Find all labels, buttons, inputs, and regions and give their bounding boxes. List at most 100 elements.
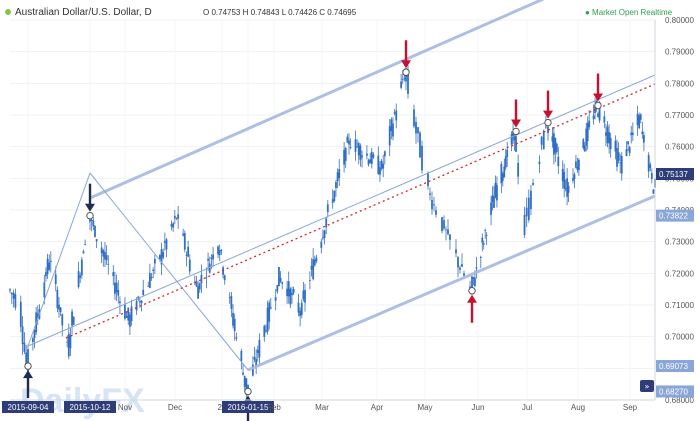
candle-body [555, 144, 558, 152]
candle-body [92, 220, 95, 227]
candle-body [400, 81, 403, 88]
candle-body [532, 183, 534, 185]
candle-body [90, 219, 93, 222]
candle-body [77, 271, 80, 287]
candle-body [297, 302, 300, 313]
candle-body [563, 171, 566, 189]
y-tick-label: 0.73000 [665, 238, 694, 247]
candle-body [9, 289, 11, 291]
candle-body [490, 202, 492, 215]
candle-body [525, 207, 528, 217]
candle-body [576, 167, 579, 170]
candle-body [58, 304, 60, 310]
price-tag-label: 0.73822 [659, 212, 688, 221]
candle-body [500, 163, 503, 184]
candle-body [367, 159, 370, 165]
y-tick-label: 0.77000 [665, 111, 694, 120]
candle-body [300, 302, 303, 315]
x-tick-label: Dec [168, 403, 182, 412]
x-axis[interactable]: 2015-09-042015-10-12NovDec202016-01-15Fe… [2, 401, 638, 413]
candle-body [54, 274, 57, 285]
candle-body [619, 162, 622, 164]
key-point-markers [23, 40, 603, 421]
candle-body [308, 280, 311, 281]
candle-body [650, 173, 653, 179]
candle-body [255, 359, 258, 367]
candle-body [125, 315, 128, 318]
candle-body [33, 330, 36, 338]
candle-body [165, 239, 168, 250]
candle-body [80, 259, 83, 276]
candle-body [230, 295, 233, 309]
candle-body [95, 239, 98, 242]
candle-body [265, 330, 267, 332]
candle-body [173, 215, 176, 219]
candle-body [566, 178, 569, 197]
candle-body [335, 182, 337, 189]
candle-body [23, 342, 26, 352]
candle-body [27, 349, 29, 373]
candle-body [56, 289, 59, 309]
candle-body [217, 246, 219, 255]
candle-body [551, 136, 554, 142]
candle-body [583, 145, 586, 152]
candle-body [631, 132, 634, 136]
candle-body [417, 127, 419, 134]
candle-body [401, 79, 404, 80]
market-status: ● Market Open Realtime [585, 8, 673, 17]
candle-body [220, 249, 223, 251]
chart-settings-button[interactable]: » [640, 380, 654, 392]
candle-body [177, 214, 180, 219]
arrow-down-icon [543, 110, 553, 119]
candle-body [421, 145, 423, 171]
candle-body [379, 167, 381, 175]
key-point [23, 362, 33, 399]
candle-body [359, 145, 362, 160]
candle-body [484, 230, 487, 231]
candle-body [117, 290, 120, 296]
candle-body [605, 132, 607, 136]
candle-body [393, 112, 396, 114]
x-tick-label: Nov [118, 403, 132, 412]
key-point [593, 73, 603, 110]
price-tag [656, 360, 694, 373]
candle-body [148, 273, 151, 288]
candle-body [253, 357, 256, 360]
candle-body [274, 297, 277, 301]
candle-body [25, 352, 28, 366]
candle-body [289, 288, 292, 305]
swing-line [27, 172, 91, 347]
candle-body [540, 136, 543, 145]
ohlc-readout: O 0.74753 H 0.74843 L 0.74426 C 0.74695 [203, 8, 357, 17]
candle-body [395, 110, 398, 121]
candle-body [67, 333, 70, 357]
candle-body [494, 182, 497, 198]
candle-body [207, 258, 209, 261]
candle-body [218, 250, 221, 256]
candle-body [172, 223, 175, 228]
arrow-down-icon [401, 60, 411, 69]
candle-body [112, 272, 115, 277]
candle-body [552, 133, 555, 155]
candle-body [620, 155, 623, 174]
candle-body [445, 229, 447, 231]
candle-body [322, 237, 324, 239]
candle-body [592, 115, 595, 120]
candle-body [582, 139, 585, 149]
x-tick-tag [2, 401, 54, 413]
candle-body [66, 341, 69, 343]
pivot-circle [402, 68, 410, 76]
pivot-circle [512, 127, 520, 136]
candle-body [435, 210, 437, 215]
price-tag [656, 209, 694, 222]
candle-body [107, 263, 110, 265]
candle-body [527, 197, 530, 221]
candle-body [585, 128, 588, 146]
candle-body [491, 195, 494, 202]
candle-body [84, 244, 87, 245]
price-tag-label: 0.68270 [659, 387, 688, 396]
candle-body [413, 109, 415, 127]
candle-body [603, 116, 606, 123]
